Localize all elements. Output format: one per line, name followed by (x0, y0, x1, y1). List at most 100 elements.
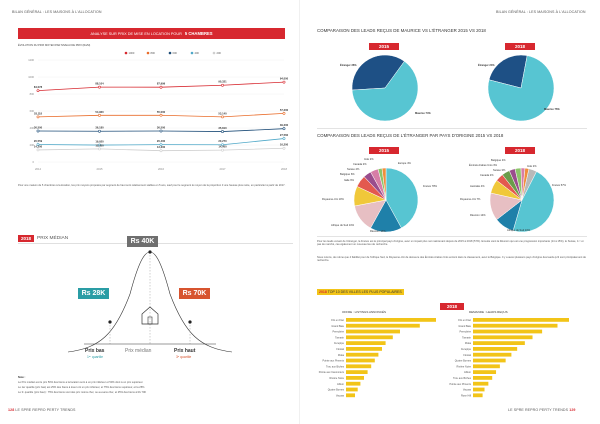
legend-swatch (168, 51, 172, 55)
bar-category-label: Quatre Bornes (455, 360, 472, 363)
x-tick-label: 2016 (158, 167, 164, 171)
data-label: 54,960 (95, 110, 104, 114)
series-point (159, 149, 163, 153)
series-point (36, 143, 40, 146)
prix-year-tag: 2018 (18, 235, 35, 242)
pie-slice (521, 168, 537, 201)
pie1b-label-small: Étranger 24% (478, 64, 495, 67)
bar (473, 318, 569, 322)
analysis-banner-text: ANALYSE SUR PRIX DE MISE EN LOCATION POU… (90, 31, 182, 36)
series-point (159, 113, 163, 117)
y-tick-label: 400 (30, 126, 35, 130)
bar (346, 335, 393, 340)
bar-category-label: Curepipe (334, 342, 345, 345)
series-point (282, 127, 286, 131)
data-label: 36,500 (157, 125, 166, 129)
bar (346, 341, 386, 345)
series-point (221, 148, 224, 152)
pie-slice (512, 171, 555, 233)
bar (473, 387, 485, 392)
pie-slice (381, 167, 387, 201)
pie2b-label-canada: Canada 2% (480, 174, 494, 177)
y-tick-label: 1200 (28, 58, 34, 62)
bar (346, 323, 420, 328)
low-badge: Rs 28K (78, 288, 109, 299)
year-tag-2015-a: 2015 (369, 43, 399, 50)
bar (346, 329, 400, 334)
pie2b-label-australie: Australie 4% (470, 185, 485, 188)
series-point (98, 113, 101, 117)
bar-category-label: Flic en Flac (331, 319, 345, 322)
bar-category-label: Pointe aux Piments (322, 360, 344, 363)
bar-category-label: Grand Baie (331, 325, 344, 328)
bar (346, 376, 364, 380)
pie-2018-countries (489, 167, 555, 233)
bars-right-title: DEMANDE : LEADS REÇUS (469, 310, 508, 314)
data-label: 90,321 (218, 80, 227, 84)
data-label: 84,078 (34, 85, 43, 89)
evolution-label: ÉVOLUTION DU PRIX MOYEN PAR NIVEAU DE PR… (18, 44, 91, 47)
analysis-banner: ANALYSE SUR PRIX DE MISE EN LOCATION POU… (18, 28, 285, 39)
series-point (36, 148, 40, 152)
pie2a-label-inde: Inde 2% (364, 158, 374, 161)
pie2b-label-emirats: Émirats Arabes Unis 3% (469, 164, 497, 167)
bars-demand-chart: Flic en Flac Grand Baie Pereybère Tamarin Mo… (449, 318, 569, 398)
prix-bas-label: Prix bas (85, 348, 105, 354)
bar-category-label: Floréal (336, 348, 344, 351)
data-label: 55,000 (157, 110, 166, 114)
bar-category-label: Trou aux Biches (453, 377, 472, 380)
pie2b-label-inde: Inde 2% (527, 165, 537, 168)
x-tick-label: 2018 (281, 167, 287, 171)
median-badge: Rs 40K (127, 236, 158, 247)
data-label: 57,200 (280, 108, 289, 112)
page-spine (299, 0, 300, 424)
footer-left: 128 LE SPRE REPRO PERTY TRENDS (8, 408, 76, 412)
y-tick-label: 0 (33, 160, 35, 164)
data-label: 15,450 (95, 143, 104, 147)
note-title: Note : (18, 376, 26, 379)
footer-left-page: 128 (8, 408, 15, 412)
bar-category-label: Quatre Bornes (328, 389, 345, 392)
pie1b-label-big: Maurice 76% (544, 108, 560, 111)
legend-swatch (190, 51, 194, 55)
pie2a-label-belgique: Belgique 6% (340, 173, 355, 176)
bar-category-label: Albion (464, 371, 472, 374)
bar-category-label: Moka (338, 354, 345, 357)
bar-category-label: Moka (465, 342, 472, 345)
pie-slice (385, 167, 419, 229)
series-point (221, 130, 224, 133)
data-label: 19,920 (95, 140, 104, 144)
data-label: 36,500 (34, 125, 43, 129)
series-point (282, 146, 286, 150)
bar (473, 370, 497, 374)
bar-category-label: Flic en Flac (458, 319, 472, 322)
note-line-3: Le 3ᵉ quartile (prix haut) : 75% des bie… (18, 391, 147, 394)
pie2b-label-belgique: Belgique 4% (491, 159, 506, 162)
bar (473, 323, 558, 328)
pie2a-label-reunion: Réunion 14% (370, 230, 386, 233)
data-label: 16,200 (280, 143, 289, 147)
data-label: 94,000 (280, 77, 289, 81)
bar-category-label: Rose Hill (461, 394, 471, 397)
bar-category-label: Rivière Noire (330, 377, 345, 380)
bar (346, 393, 355, 398)
pie-2015-countries (353, 167, 419, 233)
x-tick-label: 2014 (35, 167, 41, 171)
series-point (159, 85, 163, 89)
pie1a-label-big: Maurice 74% (415, 112, 431, 115)
bar (473, 393, 483, 398)
section-divider-2 (317, 236, 587, 237)
bar (346, 347, 382, 351)
footer-right-page: 129 (569, 408, 576, 412)
bar (346, 352, 379, 357)
prix-median-label: Prix médian (125, 348, 152, 354)
series-point (36, 129, 40, 133)
legend-label: 200 (217, 51, 222, 55)
bar (473, 381, 489, 386)
series-point (221, 143, 224, 147)
series-point (159, 143, 163, 147)
bar (473, 364, 500, 369)
data-label: 14,200 (34, 144, 43, 148)
bars-offer-chart: Flic en Flac Grand Baie Pereybère Tamarin Cu… (319, 318, 436, 398)
series-point (98, 143, 101, 147)
